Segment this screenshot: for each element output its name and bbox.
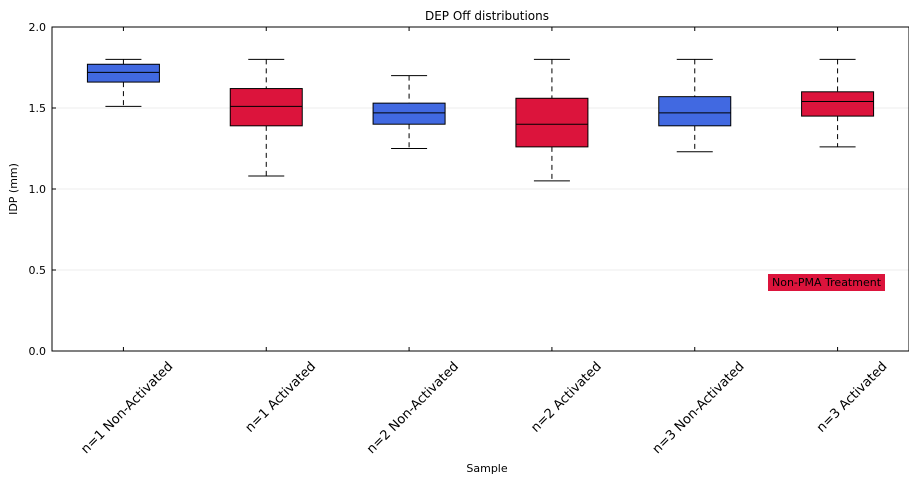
box-body xyxy=(229,88,303,127)
box-body xyxy=(372,102,446,125)
y-tick-label: 1.0 xyxy=(29,183,47,196)
box-1 xyxy=(86,58,160,107)
x-tick-label: n=2 Activated xyxy=(528,359,604,435)
x-tick-label: n=1 Activated xyxy=(243,359,319,435)
x-tick-label: n=2 Non-Activated xyxy=(364,359,462,457)
x-tick-label: n=3 Activated xyxy=(814,359,890,435)
y-tick-label: 2.0 xyxy=(29,21,47,34)
box-3 xyxy=(372,75,446,149)
legend-non-pma-treatment: Non-PMA Treatment xyxy=(768,274,886,291)
box-body xyxy=(515,97,589,148)
box-body xyxy=(658,96,732,127)
x-tick-label: n=3 Non-Activated xyxy=(650,359,748,457)
x-axis: n=1 Non-Activated n=1 Activated n=2 Non-Ac… xyxy=(78,27,890,457)
chart-title: DEP Off distributions xyxy=(425,9,549,23)
y-tick-label: 0.5 xyxy=(29,264,47,277)
box-5 xyxy=(658,58,732,153)
box-4 xyxy=(515,58,589,182)
y-axis-label: IDP (mm) xyxy=(7,163,20,215)
y-tick-label: 0.0 xyxy=(29,345,47,358)
box-2 xyxy=(229,58,303,177)
box-6 xyxy=(801,58,875,148)
x-tick-label: n=1 Non-Activated xyxy=(78,359,176,457)
y-tick-label: 1.5 xyxy=(29,102,47,115)
y-axis: 0.0 0.5 1.0 1.5 2.0 xyxy=(29,21,56,358)
boxes xyxy=(86,58,875,182)
x-axis-label: Sample xyxy=(466,462,507,475)
grid-lines xyxy=(52,107,909,271)
box-body xyxy=(801,91,875,117)
box-body xyxy=(86,63,160,83)
